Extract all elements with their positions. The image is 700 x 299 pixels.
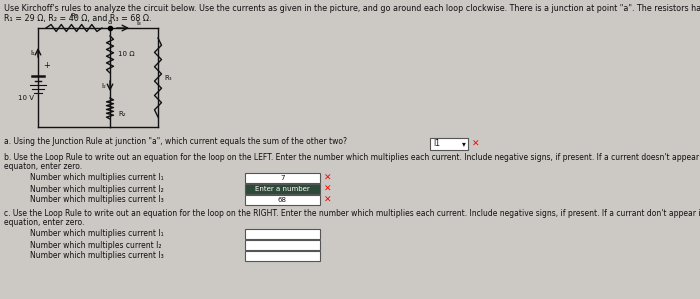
Text: ✕: ✕ — [324, 173, 332, 182]
Text: Number which multiples current I₂: Number which multiples current I₂ — [30, 240, 162, 249]
Text: R₃: R₃ — [164, 74, 172, 80]
Text: R₁ = 29 Ω, R₂ = 40 Ω, and R₃ = 68 Ω.: R₁ = 29 Ω, R₂ = 40 Ω, and R₃ = 68 Ω. — [4, 14, 151, 23]
Text: I₂: I₂ — [101, 83, 106, 89]
Bar — [245, 184, 320, 194]
Text: ✕: ✕ — [472, 140, 480, 149]
Text: R₁: R₁ — [70, 13, 78, 19]
Bar — [245, 195, 320, 205]
Text: ✕: ✕ — [324, 196, 332, 205]
Text: 10 Ω: 10 Ω — [118, 51, 134, 57]
Text: 10 V: 10 V — [18, 95, 34, 101]
Text: Number which multiplies current I₁: Number which multiplies current I₁ — [30, 230, 164, 239]
Text: I1: I1 — [433, 140, 440, 149]
Text: Number which multiplies current I₃: Number which multiplies current I₃ — [30, 251, 164, 260]
Bar — [245, 173, 320, 183]
Text: ▾: ▾ — [462, 140, 466, 149]
Bar — [245, 240, 320, 250]
Text: Enter a number: Enter a number — [255, 186, 310, 192]
Text: c. Use the Loop Rule to write out an equation for the loop on the RIGHT. Enter t: c. Use the Loop Rule to write out an equ… — [4, 209, 700, 218]
Text: Use Kirchoff's rules to analyze the circuit below. Use the currents as given in : Use Kirchoff's rules to analyze the circ… — [4, 4, 700, 13]
Text: R₂: R₂ — [118, 111, 125, 117]
Text: I₁: I₁ — [30, 50, 35, 56]
Text: equaton, enter zero.: equaton, enter zero. — [4, 162, 82, 171]
Text: a: a — [108, 19, 112, 25]
Bar — [245, 229, 320, 239]
Text: +: + — [43, 62, 50, 71]
Text: b. Use the Loop Rule to write out an equation for the loop on the LEFT. Enter th: b. Use the Loop Rule to write out an equ… — [4, 153, 700, 162]
Text: ✕: ✕ — [324, 184, 332, 193]
Text: a. Using the Junction Rule at junction "a", which current equals the sum of the : a. Using the Junction Rule at junction "… — [4, 137, 347, 146]
Text: equation, enter zero.: equation, enter zero. — [4, 218, 85, 227]
Text: 7: 7 — [280, 175, 285, 181]
Text: Number which multiplies current I₂: Number which multiplies current I₂ — [30, 184, 164, 193]
Bar — [430, 138, 468, 150]
Text: 68: 68 — [278, 197, 287, 203]
Text: Number which multiplies current I₃: Number which multiplies current I₃ — [30, 196, 164, 205]
Bar — [245, 251, 320, 261]
Text: I₃: I₃ — [136, 20, 141, 26]
Text: Number which multiplies current I₁: Number which multiplies current I₁ — [30, 173, 164, 182]
